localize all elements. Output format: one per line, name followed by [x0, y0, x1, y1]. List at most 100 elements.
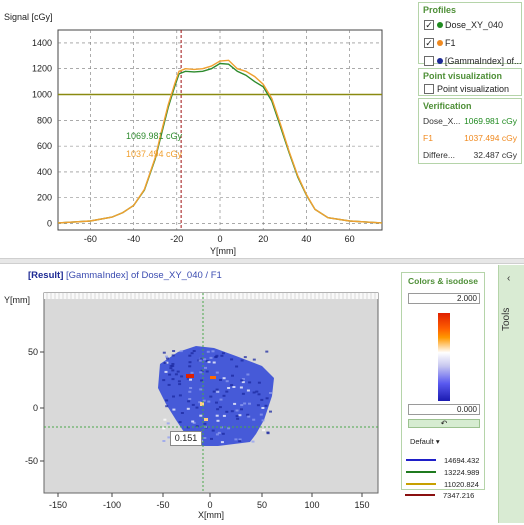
gamma-map[interactable]: -150 -100 -50 0 50 100 150 50 0 -50 Y[mm] X[mm] 0…	[0, 265, 400, 523]
profile-row-gamma[interactable]: [GammaIndex] of...	[419, 52, 521, 70]
map-y-axis-title: Y[mm]	[4, 295, 30, 305]
gamma-speckle	[238, 438, 242, 441]
reset-colors-button[interactable]: ↶	[408, 419, 480, 428]
gamma-speckle	[203, 422, 207, 425]
x-tick-label: -40	[127, 234, 140, 244]
gamma-hotspot	[186, 374, 194, 378]
gamma-speckle	[238, 414, 242, 417]
gamma-speckle	[261, 407, 265, 409]
gamma-speckle	[188, 398, 192, 400]
gamma-speckle	[172, 408, 176, 411]
cursor-value-label: 0.151	[170, 431, 202, 446]
gamma-speckle	[243, 356, 247, 359]
verification-value-difference: 32.487 cGy	[473, 149, 517, 160]
gamma-speckle	[248, 402, 251, 405]
value-annotation-orange: 1037.494 cGy	[126, 149, 183, 159]
profile-chart-svg: 0 200 400 600 800 1000 1200 1400 -60 -40 -20 0 20 40 6…	[32, 29, 383, 244]
min-value-field[interactable]: 0.000	[408, 404, 480, 415]
gamma-speckle	[176, 370, 180, 373]
profile-row-dose[interactable]: ✓ Dose_XY_040	[419, 16, 521, 34]
gamma-speckle	[190, 352, 194, 355]
map-x-tick-label: 150	[354, 500, 369, 510]
gamma-speckle	[222, 394, 226, 397]
gamma-speckle	[188, 361, 192, 364]
gamma-speckle	[241, 381, 245, 384]
x-tick-label: 40	[301, 234, 311, 244]
gamma-speckle	[163, 418, 167, 421]
gamma-speckle	[266, 432, 270, 435]
gamma-speckle	[203, 437, 207, 439]
gamma-speckle	[188, 354, 192, 357]
verification-value-f1: 1037.494 cGy	[464, 132, 517, 143]
isodose-level-2[interactable]: 13224.989	[406, 466, 484, 478]
verification-name-difference: Differe...	[423, 149, 455, 160]
gamma-speckle	[252, 418, 256, 421]
undo-icon: ↶	[440, 419, 448, 428]
gamma-speckle	[236, 417, 240, 420]
gamma-map-svg[interactable]: -150 -100 -50 0 50 100 150 50 0 -50	[0, 265, 400, 523]
gamma-speckle	[192, 350, 196, 352]
gamma-speckle	[199, 414, 203, 417]
gamma-speckle	[211, 350, 215, 353]
gamma-speckle	[210, 437, 213, 440]
max-value-field[interactable]: 2.000	[408, 293, 480, 304]
gamma-speckle	[209, 395, 213, 398]
verification-name-dose: Dose_X...	[423, 115, 461, 126]
gamma-speckle	[240, 404, 244, 407]
gamma-speckle	[206, 350, 210, 353]
gamma-speckle	[198, 401, 202, 404]
checkbox-gamma[interactable]	[424, 56, 434, 66]
gamma-speckle	[171, 365, 175, 367]
profiles-title: Profiles	[423, 5, 457, 15]
pane-splitter[interactable]	[0, 258, 524, 264]
point-visualization-label: Point visualization	[437, 83, 510, 94]
gamma-speckle	[212, 390, 216, 393]
y-tick-label: 600	[37, 141, 52, 151]
gamma-speckle	[198, 359, 202, 362]
isodose-level-3[interactable]: 11020.824	[406, 478, 484, 490]
checkbox-dose[interactable]: ✓	[424, 19, 434, 30]
map-y-tick-label: 0	[33, 403, 38, 413]
gamma-speckle	[246, 373, 250, 376]
gamma-speckle	[235, 415, 239, 418]
gamma-speckle	[261, 419, 265, 422]
gamma-speckle	[190, 371, 194, 374]
gamma-speckle	[169, 364, 173, 367]
gamma-speckle	[234, 438, 238, 441]
checkbox-f1[interactable]: ✓	[424, 37, 434, 48]
gamma-speckle	[199, 371, 203, 374]
isodose-level-4[interactable]: 7347.216	[405, 489, 483, 501]
x-tick-label: 20	[258, 234, 268, 244]
profile-label-gamma: [GammaIndex] of...	[444, 56, 521, 66]
verification-row-f1: F1 1037.494 cGy	[419, 129, 521, 146]
isodose-level-1[interactable]: 14694.432	[406, 454, 484, 466]
gamma-hotspot	[210, 376, 216, 379]
profile-row-f1[interactable]: ✓ F1	[419, 34, 521, 52]
gamma-speckle	[162, 379, 166, 382]
gamma-speckle	[256, 404, 260, 407]
gamma-speckle	[240, 359, 244, 362]
gamma-speckle	[241, 392, 245, 395]
gamma-speckle	[269, 410, 272, 413]
gamma-speckle	[216, 408, 220, 411]
colors-isodose-panel: Colors & isodose 2.000 0.000 ↶ Default ▾…	[401, 272, 485, 490]
gamma-speckle	[174, 373, 178, 376]
gamma-speckle	[205, 370, 209, 373]
gamma-speckle	[215, 414, 219, 417]
point-visualization-row[interactable]: Point visualization	[419, 82, 521, 95]
gamma-speckle	[212, 361, 216, 364]
default-preset-label[interactable]: Default ▾	[410, 437, 440, 446]
gamma-speckle	[191, 420, 195, 423]
gamma-speckle	[162, 351, 166, 354]
gamma-speckle	[216, 419, 220, 422]
checkbox-point-visualization[interactable]	[424, 83, 434, 94]
tools-side-tab[interactable]: ‹ Tools	[498, 265, 524, 523]
verification-row-dose: Dose_X... 1069.981 cGy	[419, 112, 521, 129]
gamma-speckle	[221, 352, 225, 355]
gamma-speckle	[215, 388, 219, 391]
gamma-speckle	[178, 383, 182, 386]
gamma-speckle	[215, 433, 219, 436]
gamma-speckle	[235, 365, 239, 368]
y-tick-label: 1000	[32, 90, 52, 100]
y-tick-label: 1200	[32, 64, 52, 74]
